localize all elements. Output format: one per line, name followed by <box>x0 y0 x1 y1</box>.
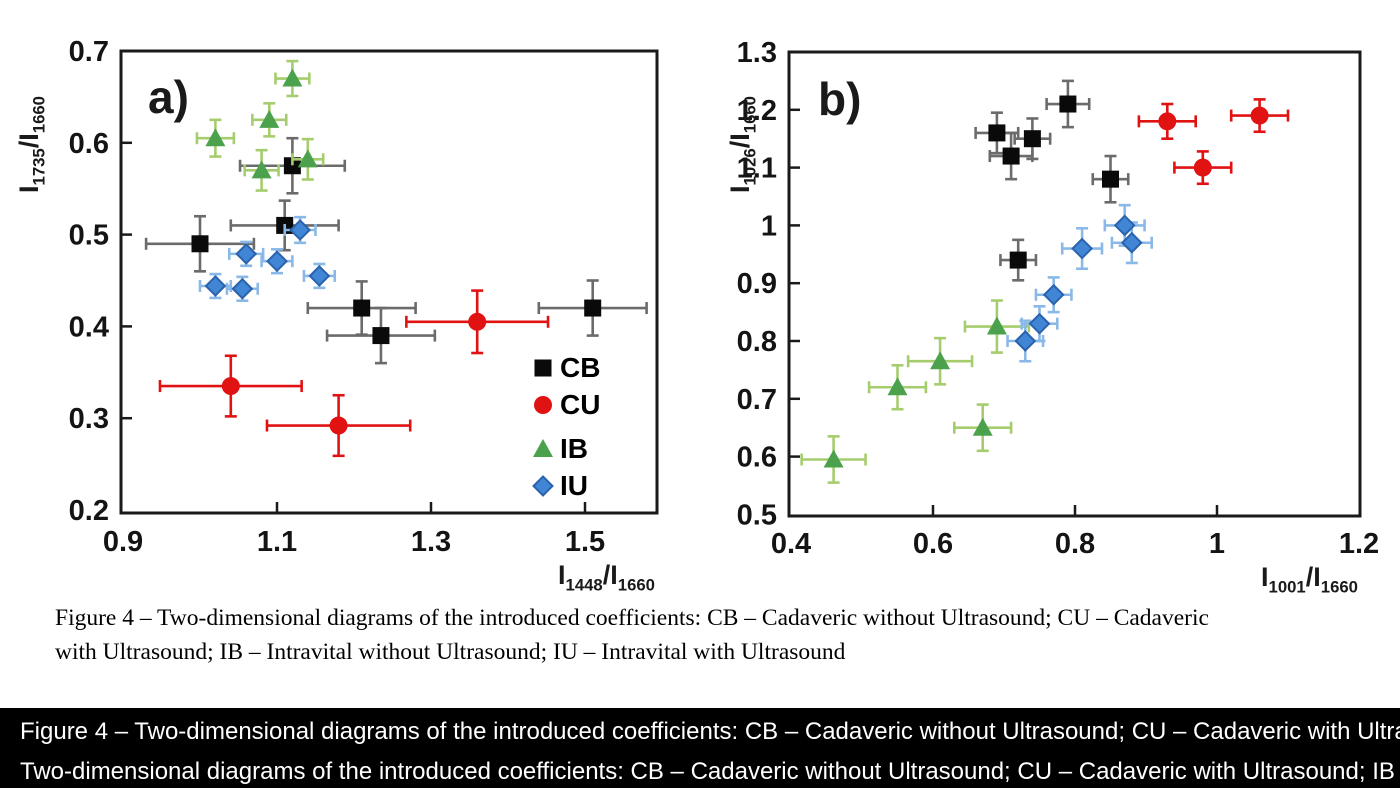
legend-item-cu: CU <box>531 389 601 420</box>
x-title-b-base: I <box>1261 562 1269 592</box>
y-title-b-base2: /I <box>725 133 755 149</box>
svg-text:1: 1 <box>1209 528 1225 560</box>
y-title-b-base: I <box>725 185 755 193</box>
y-title-a-sub: 1735 <box>29 148 49 186</box>
svg-text:0.6: 0.6 <box>737 442 777 474</box>
panel-a-label: a) <box>148 71 189 123</box>
svg-text:0.9: 0.9 <box>103 526 143 558</box>
plot-b-x-axis-title: I1001/I1660 <box>1261 564 1358 596</box>
caption-overlay-bar: Figure 4 – Two-dimensional diagrams of t… <box>0 708 1400 788</box>
legend-label-cb: CB <box>560 352 601 383</box>
svg-text:0.3: 0.3 <box>69 403 109 435</box>
svg-text:1: 1 <box>761 210 777 242</box>
plot-a-y-axis-title: I1735/I1660 <box>14 96 49 193</box>
x-title-a-base: I <box>558 560 566 590</box>
panel-b-label: b) <box>818 73 862 125</box>
svg-text:0.5: 0.5 <box>69 220 109 252</box>
x-title-a-sub2: 1660 <box>617 575 655 595</box>
iu-diamond-icon <box>532 475 554 497</box>
series-ib-panel-a <box>195 59 325 192</box>
y-title-a-base: I <box>14 185 44 193</box>
svg-text:0.8: 0.8 <box>1055 528 1095 560</box>
svg-text:0.7: 0.7 <box>737 384 777 416</box>
svg-text:1.1: 1.1 <box>737 153 777 185</box>
svg-text:0.9: 0.9 <box>737 268 777 300</box>
x-title-a-base2: /I <box>602 560 618 590</box>
cu-circle-icon <box>534 396 552 414</box>
legend-item-iu: IU <box>531 470 588 501</box>
svg-text:1.5: 1.5 <box>565 526 605 558</box>
overlay-caption-line-1: Figure 4 – Two-dimensional diagrams of t… <box>20 718 1400 745</box>
svg-text:0.5: 0.5 <box>737 499 777 531</box>
caption-line-1: Figure 4 – Two-dimensional diagrams of t… <box>55 605 1209 631</box>
svg-text:1.3: 1.3 <box>411 526 451 558</box>
plot-b-y-axis-title: I1026/I1660 <box>725 96 760 193</box>
svg-text:0.6: 0.6 <box>69 128 109 160</box>
series-iu-panel-a <box>198 215 337 302</box>
y-title-a-sub2: 1660 <box>29 96 49 134</box>
svg-text:0.6: 0.6 <box>913 528 953 560</box>
y-title-b-sub2: 1660 <box>740 96 760 134</box>
series-ib-panel-b <box>800 299 1031 484</box>
svg-text:0.4: 0.4 <box>771 528 811 560</box>
x-title-b-sub2: 1660 <box>1320 577 1358 597</box>
cb-square-icon <box>534 359 552 377</box>
series-cu-panel-b <box>1137 98 1290 186</box>
legend-item-cb: CB <box>531 352 601 383</box>
series-cb-panel-b <box>974 79 1130 282</box>
y-title-a-base2: /I <box>14 133 44 149</box>
figure-caption: Figure 4 – Two-dimensional diagrams of t… <box>55 601 1365 669</box>
legend-item-ib: IB <box>531 433 588 464</box>
legend-label-iu: IU <box>560 470 588 501</box>
svg-text:0.2: 0.2 <box>69 495 109 527</box>
legend: CB CU IB IU <box>531 350 681 500</box>
svg-text:0.7: 0.7 <box>69 36 109 68</box>
caption-line-2: with Ultrasound; IB – Intravital without… <box>55 639 846 665</box>
x-title-b-sub: 1001 <box>1268 577 1306 597</box>
svg-text:1.2: 1.2 <box>1339 528 1379 560</box>
y-title-b-sub: 1026 <box>740 148 760 186</box>
overlay-caption-line-2: Two-dimensional diagrams of the introduc… <box>20 758 1400 785</box>
charts-svg: 0.9 1.1 1.3 1.50.70.60.50.40.30.20.4 0.6 0.8 1… <box>69 36 1379 560</box>
plot-a-x-axis-title: I1448/I1660 <box>558 562 655 594</box>
svg-text:1.2: 1.2 <box>737 95 777 127</box>
legend-label-cu: CU <box>560 389 601 420</box>
svg-text:1.3: 1.3 <box>737 37 777 69</box>
series-cu-panel-a <box>158 289 550 458</box>
ib-triangle-icon <box>533 439 553 457</box>
legend-label-ib: IB <box>560 433 588 464</box>
x-title-a-sub: 1448 <box>565 575 603 595</box>
series-cb-panel-a <box>144 136 648 365</box>
svg-text:1.1: 1.1 <box>257 526 297 558</box>
svg-text:0.8: 0.8 <box>737 326 777 358</box>
series-iu-panel-b <box>1006 203 1153 363</box>
svg-text:0.4: 0.4 <box>69 311 109 343</box>
x-title-b-base2: /I <box>1305 562 1321 592</box>
